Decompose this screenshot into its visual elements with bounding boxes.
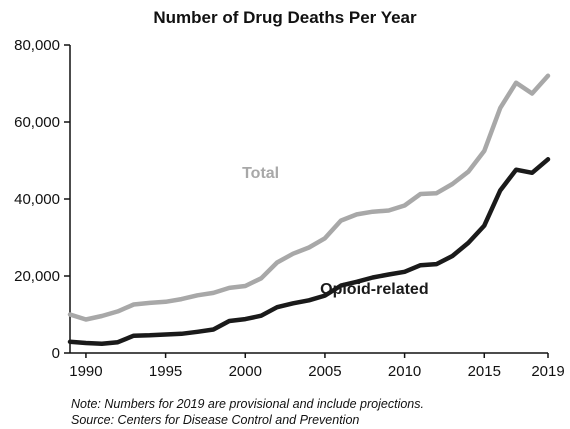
x-tick-label: 2005 <box>308 363 341 380</box>
x-tick-label: 2000 <box>229 363 262 380</box>
y-tick-label: 60,000 <box>14 114 60 131</box>
x-tick-label: 2010 <box>388 363 421 380</box>
series-lines <box>67 73 551 347</box>
chart-axes <box>64 44 549 358</box>
x-tick-label: 2019 <box>531 363 564 380</box>
series-labels: Total Opioid-related <box>242 165 429 298</box>
series-line-total <box>67 73 551 322</box>
series-label-total: Total <box>242 165 279 182</box>
y-tick-label: 80,000 <box>14 37 60 54</box>
x-tick-label: 2015 <box>468 363 501 380</box>
series-label-opioid-related: Opioid-related <box>320 281 428 298</box>
y-tick-label: 0 <box>52 345 60 362</box>
series-line-opioid-related <box>67 157 551 347</box>
tick-labels: 0 20,000 40,000 60,000 80,000 1990 1995 2000 200… <box>14 37 565 380</box>
chart-notes: Note: Numbers for 2019 are provisional a… <box>71 396 424 428</box>
source-text: Source: Centers for Disease Control and … <box>71 413 360 427</box>
chart-title: Number of Drug Deaths Per Year <box>153 8 417 27</box>
x-tick-label: 1990 <box>69 363 102 380</box>
x-tick-label: 1995 <box>149 363 182 380</box>
y-tick-label: 20,000 <box>14 268 60 285</box>
note-text: Note: Numbers for 2019 are provisional a… <box>71 397 424 411</box>
y-tick-label: 40,000 <box>14 191 60 208</box>
